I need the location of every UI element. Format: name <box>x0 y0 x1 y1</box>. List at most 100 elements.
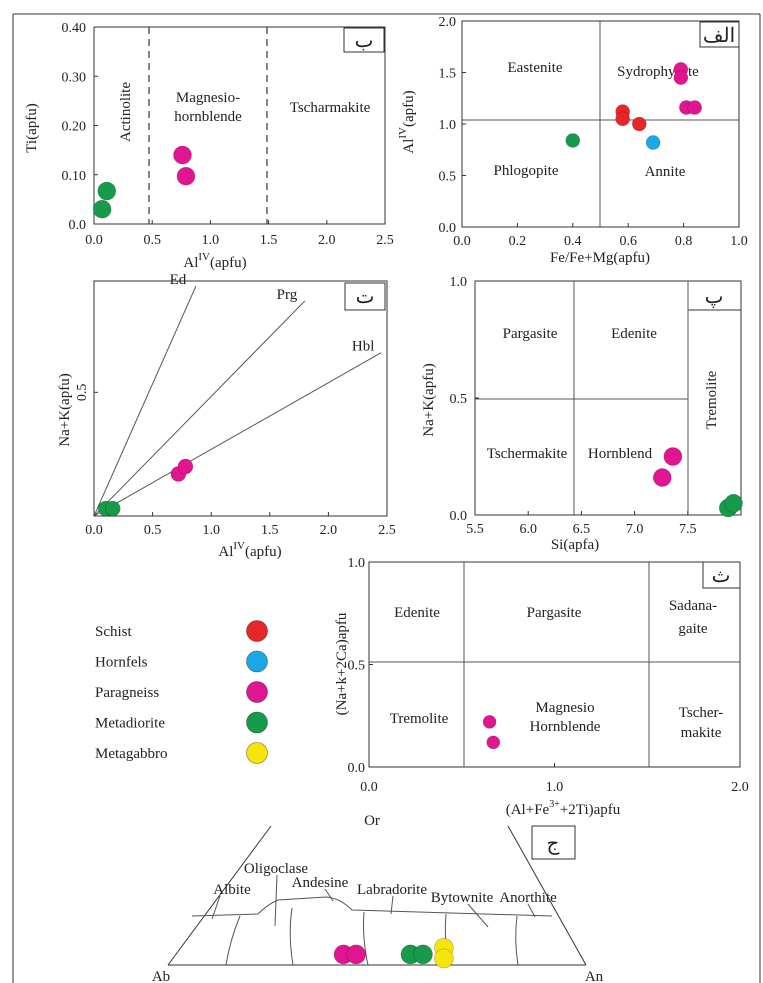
panel-p-point-paragneiss-0 <box>663 447 683 466</box>
panel-j-point-metagabbro-5 <box>434 948 454 969</box>
panel-t-xlabel: AlIV(apfu) <box>218 540 281 560</box>
panel-b-xtick-label-0-0: 0.0 <box>85 233 103 248</box>
panel-th-ytick-label-1-0: 1.0 <box>348 556 366 571</box>
panel-j-tag: ج <box>547 833 560 855</box>
panel-th-xlabel: (Al+Fe3++2Ti)apfu <box>506 799 621 818</box>
panel-j: ج Oligoclase Albite Andesine Labradorite… <box>152 813 604 983</box>
panel-j-div-1 <box>225 915 241 966</box>
panel-b-ytick-label-0-40: 0.40 <box>62 21 87 36</box>
panel-alef-points <box>565 62 702 150</box>
panel-j-vertex-or: Or <box>364 813 380 829</box>
panel-t-tag: ت <box>356 286 375 308</box>
panel-j-field-labradorite: Labradorite <box>357 882 427 898</box>
panel-alef-point-metadiorite-8 <box>565 133 581 148</box>
legend-label-metadiorite: Metadiorite <box>95 716 165 732</box>
panel-p-field-hornblend: Hornblend <box>588 446 653 462</box>
panel-t-line-ed <box>93 285 197 517</box>
panel-t-line-label-ed: Ed <box>170 272 187 288</box>
panel-alef-field-eastenite: Eastenite <box>508 60 563 76</box>
panel-b-ytick-label-0-20: 0.20 <box>62 120 87 135</box>
panel-alef-point-paragneiss-1 <box>673 70 689 85</box>
panel-th-xlabel-tail: +2Ti)apfu <box>560 802 621 818</box>
panel-alef-ylabel-tail: (apfu) <box>401 90 417 127</box>
legend-marker-metadiorite <box>246 711 268 734</box>
panel-b-xlabel-main: Al <box>183 255 198 271</box>
panel-p-field-tschermakite: Tschermakite <box>487 446 568 462</box>
legend-marker-metagabbro <box>246 742 268 764</box>
panel-alef-xtick-label-0-8: 0.8 <box>675 234 693 249</box>
panel-t-plot-frame <box>93 280 388 517</box>
panel-alef-ylabel-sup: IV <box>397 127 409 139</box>
panel-b-xtick-label-2-5: 2.5 <box>376 233 394 248</box>
panel-j-tag-box <box>531 825 576 860</box>
panel-j-field-andesine: Andesine <box>292 875 349 891</box>
panel-t-point-paragneiss-3 <box>177 458 194 475</box>
panel-th-xtick-label-1-0: 1.0 <box>546 780 564 795</box>
legend-label-paragneiss: Paragneiss <box>95 685 159 701</box>
panel-b-point-metadiorite-0 <box>97 181 117 201</box>
panel-alef-ytick-label-0-5: 0.5 <box>439 170 457 185</box>
panel-alef-tag: الف <box>703 25 735 47</box>
panel-b-ytick-label-0-10: 0.10 <box>62 169 87 184</box>
panel-b-xlabel-sup: IV <box>198 251 210 263</box>
panel-p-tag-box <box>687 280 742 311</box>
panel-p-xtick-label-7-5: 7.5 <box>679 522 697 537</box>
panel-alef-ytick-label-2-0: 2.0 <box>439 15 457 30</box>
panel-th-tag-box <box>702 561 741 589</box>
panel-b-plot-frame <box>93 26 386 225</box>
panel-th-field-gaite: gaite <box>678 621 707 637</box>
panel-t: ت Ed Prg Hbl 0.0 0.5 1.0 1.5 2.0 2.5 0.5 Na+K(ap… <box>57 272 396 560</box>
panel-th-point-paragneiss-0 <box>482 715 497 729</box>
panel-t-ytick-label-0-5: 0.5 <box>75 384 90 402</box>
panel-j-leader-anorthite <box>527 903 536 918</box>
panel-t-xtick-label-2-5: 2.5 <box>378 523 396 538</box>
panel-b-ytick-label-0-30: 0.30 <box>62 70 87 85</box>
panel-j-point-paragneiss-1 <box>346 944 366 965</box>
panel-t-ylabel: Na+K(apfu) <box>57 373 73 446</box>
panel-t-xtick-label-0-5: 0.5 <box>144 523 162 538</box>
panel-p-xtick-label-6-5: 6.5 <box>573 522 591 537</box>
panel-b-xlabel-tail: (apfu) <box>210 255 247 271</box>
panel-p-ytick-label-1-0: 1.0 <box>450 275 468 290</box>
panel-th-tag: ث <box>712 565 731 587</box>
panel-t-line-prg <box>93 300 306 517</box>
panel-th-xlabel-sup: 3+ <box>549 799 560 810</box>
panel-alef-xtick-label-0-0: 0.0 <box>453 234 471 249</box>
panel-alef-point-schist-6 <box>631 116 647 132</box>
panel-b-field-tscharmakite: Tscharmakite <box>290 100 371 116</box>
panel-j-field-bytownite: Bytownite <box>431 890 494 906</box>
panel-th-ytick-label-0-0: 0.0 <box>348 761 366 776</box>
panel-t-xlabel-tail: (apfu) <box>245 544 282 560</box>
panel-th-field-sadana: Sadana- <box>669 598 717 614</box>
panel-t-points <box>97 458 194 517</box>
panel-p-xtick-label-7-0: 7.0 <box>626 522 644 537</box>
panel-j-leader-andesine <box>324 888 334 902</box>
panel-alef-xtick-label-0-2: 0.2 <box>509 234 527 249</box>
panel-p: پ Pargasite Edenite Tremolite Tschermaki… <box>421 275 743 553</box>
legend-marker-paragneiss <box>246 681 268 703</box>
panel-j-field-albite: Albite <box>213 882 251 898</box>
panel-th-field-magnesio: Magnesio <box>535 700 594 716</box>
panel-p-field-pargasite: Pargasite <box>503 326 558 342</box>
panel-j-points <box>333 938 454 969</box>
panel-j-div-3 <box>363 911 369 966</box>
panel-t-line-hbl <box>93 352 382 517</box>
panel-t-ticks: 0.0 0.5 1.0 1.5 2.0 2.5 0.5 <box>75 384 396 538</box>
panel-th-field-tremolite: Tremolite <box>390 711 449 727</box>
panel-p-tag: پ <box>705 286 724 308</box>
panel-j-right-edge <box>507 825 587 966</box>
panel-b-ytick-label-0-0: 0.0 <box>69 218 87 233</box>
panel-alef-field-annite: Annite <box>645 164 686 180</box>
panel-b-xtick-label-1-0: 1.0 <box>202 233 220 248</box>
legend-marker-schist <box>246 620 268 642</box>
panel-p-xlabel: Si(apfa) <box>551 537 599 553</box>
panel-alef-field-phlogopite: Phlogopite <box>493 163 558 179</box>
panel-alef-xtick-label-0-4: 0.4 <box>564 234 582 249</box>
panel-t-xlabel-sup: IV <box>233 540 245 552</box>
legend-label-schist: Schist <box>95 624 133 640</box>
panel-b-points <box>92 145 196 219</box>
panel-alef-ytick-label-0-0: 0.0 <box>439 221 457 236</box>
panel-th-field-tscher: Tscher- <box>679 705 723 721</box>
panel-alef-ytick-label-1-5: 1.5 <box>439 67 457 82</box>
